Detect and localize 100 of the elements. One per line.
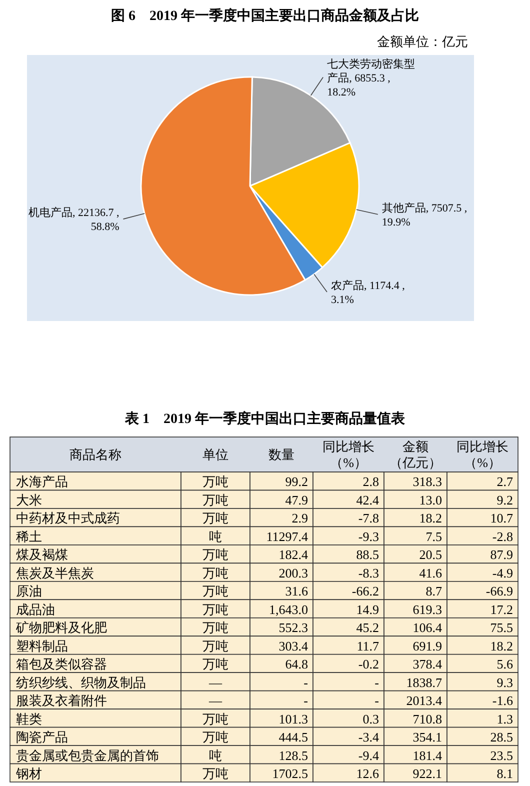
text: 万吨 <box>202 474 228 490</box>
category-label: 中药材及中式成药 <box>16 510 120 526</box>
text: 万吨 <box>202 565 228 580</box>
text: 45.2 <box>356 620 379 636</box>
text: 万吨 <box>202 602 228 617</box>
text: 吨 <box>209 528 222 544</box>
text: -66.9 <box>486 584 513 599</box>
category-label: 陶瓷产品 <box>16 730 68 745</box>
text: 万吨 <box>202 730 228 745</box>
text: - <box>304 674 308 690</box>
category-label: 钢材 <box>16 766 42 781</box>
text: 28.5 <box>490 730 513 745</box>
text: 9.2 <box>496 492 513 508</box>
text: 41.6 <box>419 565 442 580</box>
text: 商品名称 <box>70 447 122 462</box>
text: 47.9 <box>285 492 308 508</box>
text: 18.2 <box>419 510 442 526</box>
category-label: 箱包及类似容器 <box>16 656 107 672</box>
text: 万吨 <box>202 584 228 599</box>
category-label: 数量 <box>268 447 294 462</box>
category-label: 纺织纱线、织物及制品 <box>16 674 146 690</box>
category-label: 成品油 <box>16 602 55 617</box>
chart-subtitle: 金额单位：亿元 <box>377 34 468 49</box>
category-label: 服装及衣着附件 <box>16 693 107 708</box>
text: 吨 <box>209 748 222 763</box>
text: 9.3 <box>496 674 513 690</box>
text: 1.3 <box>496 711 513 726</box>
chart-title: 图 6 2019 年一季度中国主要出口商品金额及占比 <box>111 7 419 24</box>
text: 691.9 <box>412 638 442 654</box>
slice-label: 其他产品, 7507.5 , 19.9% <box>382 201 468 228</box>
slice-label: 机电产品, 22136.7 , 58.8% <box>28 206 120 234</box>
text: 12.6 <box>356 766 379 781</box>
text: - <box>304 693 308 708</box>
text: 354.1 <box>412 730 442 745</box>
category-label: 鞋类 <box>16 711 42 726</box>
text: - <box>374 693 379 708</box>
text: 1702.5 <box>272 766 308 781</box>
text: 表 1 2019 年一季度中国出口主要商品量值表 <box>124 410 406 427</box>
text: 万吨 <box>202 656 228 672</box>
text: 1,643.0 <box>269 602 308 617</box>
text: 42.4 <box>356 492 379 508</box>
text: 2.7 <box>496 474 513 490</box>
text: 106.4 <box>412 620 442 636</box>
text: - <box>374 674 379 690</box>
text: 万吨 <box>202 547 228 562</box>
text: -0.2 <box>358 656 379 672</box>
text: 64.8 <box>285 656 308 672</box>
text: -9.3 <box>358 528 379 544</box>
text: 7.5 <box>426 528 442 544</box>
category-label: 稀土 <box>16 528 42 544</box>
category-label: 单位 <box>202 447 228 462</box>
text: 88.5 <box>356 547 379 562</box>
text: 75.5 <box>490 620 513 636</box>
text: 18.2 <box>490 638 513 654</box>
text: 13.0 <box>419 492 442 508</box>
text: 318.3 <box>412 474 442 490</box>
text: 200.3 <box>278 565 308 580</box>
text: 0.3 <box>362 711 379 726</box>
text: 万吨 <box>202 510 228 526</box>
category-label: 金额（亿元） <box>390 439 442 470</box>
category-label: 塑料制品 <box>16 638 68 654</box>
text: 87.9 <box>490 547 513 562</box>
text: 万吨 <box>202 766 228 781</box>
category-label: 同比增长（%） <box>456 439 508 470</box>
text: 303.4 <box>278 638 308 654</box>
text: -1.6 <box>492 693 513 708</box>
text: -7.8 <box>358 510 379 526</box>
text: 万吨 <box>202 711 228 726</box>
slice-label: 农产品, 1174.4 , 3.1% <box>330 278 406 306</box>
category-label: 煤及褐煤 <box>16 547 68 562</box>
text: -4.9 <box>492 565 513 580</box>
text: 2.8 <box>362 474 379 490</box>
text: 万吨 <box>202 492 228 508</box>
text: -66.2 <box>352 584 379 599</box>
slice-label: 七大类劳动密集型产品, 6855.3 , 18.2% <box>327 57 416 98</box>
text: 128.5 <box>278 748 308 763</box>
text: -3.4 <box>358 730 379 745</box>
text: — <box>209 674 222 690</box>
category-label: 同比增长（%） <box>322 439 374 470</box>
text: 17.2 <box>490 602 513 617</box>
text: 2.9 <box>292 510 308 526</box>
category-label: 矿物肥料及化肥 <box>16 620 107 636</box>
text: 20.5 <box>419 547 442 562</box>
text: 922.1 <box>412 766 442 781</box>
category-label: 贵金属或包贵金属的首饰 <box>16 748 159 763</box>
text: 5.6 <box>496 656 513 672</box>
text: 619.3 <box>412 602 442 617</box>
category-label: 原油 <box>16 584 42 599</box>
text: 14.9 <box>356 602 379 617</box>
text: 万吨 <box>202 620 228 636</box>
text: 万吨 <box>202 638 228 654</box>
category-label: 水海产品 <box>16 474 68 490</box>
text: 378.4 <box>412 656 442 672</box>
text: 444.5 <box>278 730 308 745</box>
category-label: 焦炭及半焦炭 <box>16 565 94 580</box>
text: 181.4 <box>412 748 442 763</box>
text: 99.2 <box>285 474 308 490</box>
text: -9.4 <box>358 748 379 763</box>
text: — <box>209 693 222 708</box>
text: 710.8 <box>412 711 442 726</box>
